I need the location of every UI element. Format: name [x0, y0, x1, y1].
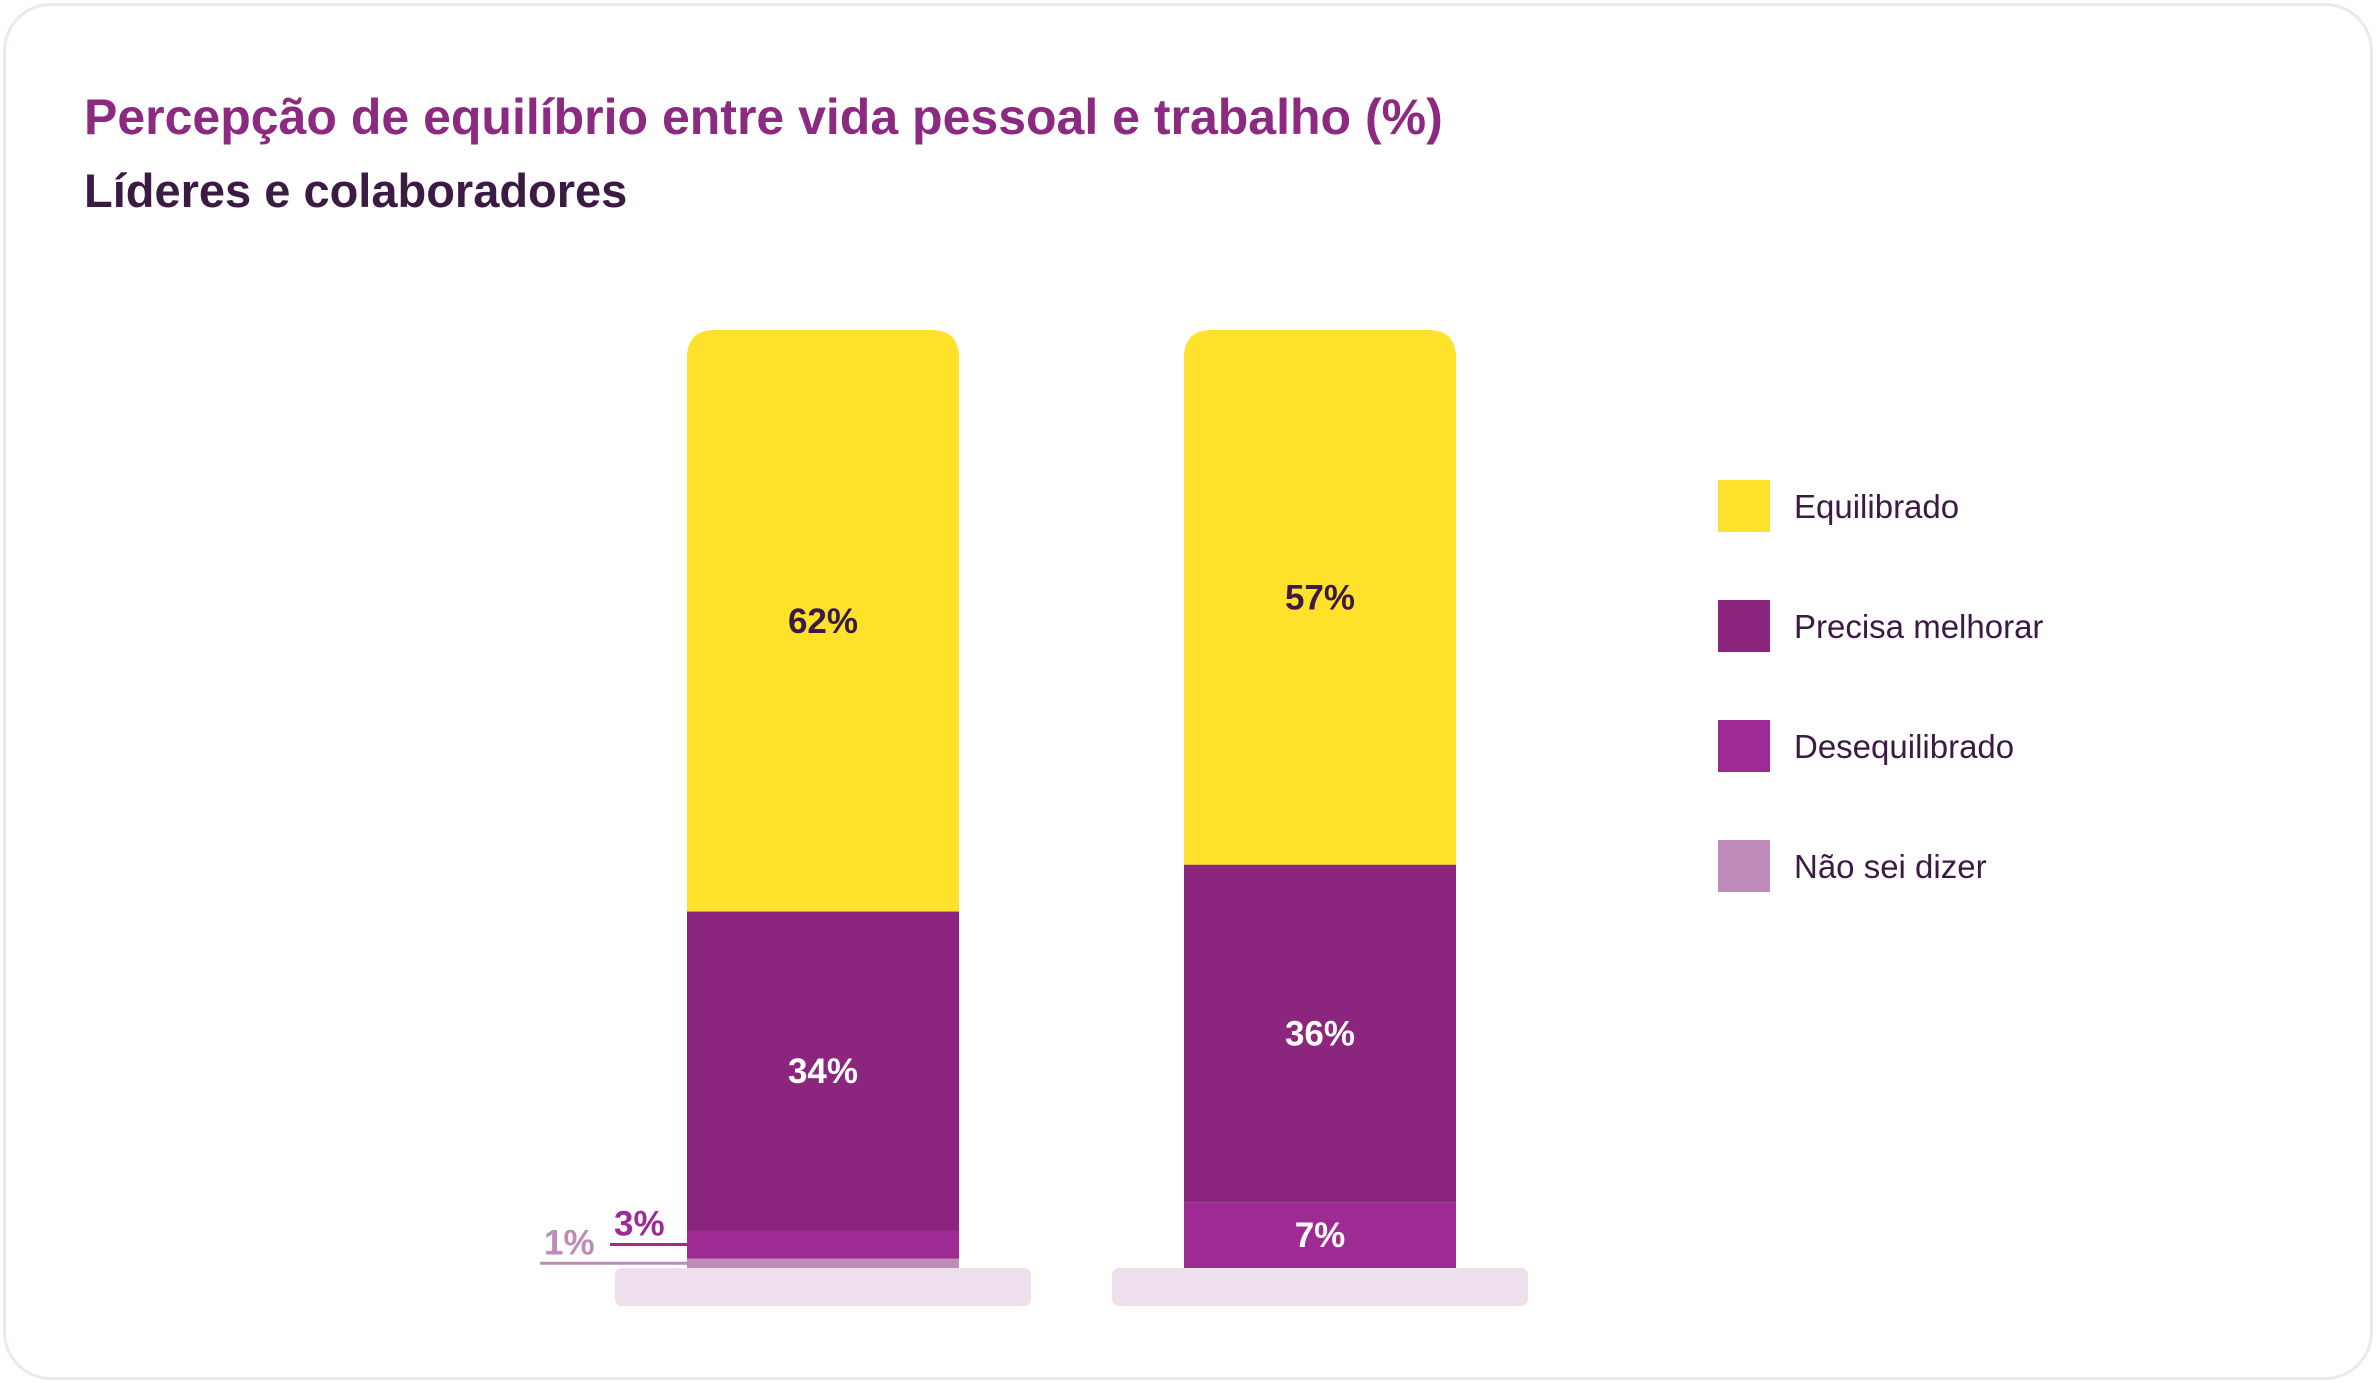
data-label-desequilibrado-1: 3%	[614, 1205, 665, 1244]
legend-label: Desequilibrado	[1794, 728, 2015, 765]
legend-item-nao-sei-dizer: Não sei dizer	[1718, 840, 2138, 892]
legend-item-precisa-melhorar: Precisa melhorar	[1718, 600, 2138, 652]
data-label-precisa-melhorar-1: 34%	[788, 1052, 858, 1091]
bar-segment-precisa-melhorar-2	[1184, 864, 1456, 1203]
bar-segment-precisa-melhorar-1	[687, 911, 959, 1231]
data-label-equilibrado-1: 62%	[788, 602, 858, 641]
data-label-precisa-melhorar-2: 36%	[1285, 1015, 1355, 1054]
bar-segment-equilibrado-2	[1184, 330, 1456, 865]
legend-item-desequilibrado: Desequilibrado	[1718, 720, 2138, 772]
legend-swatch-nao-sei-dizer	[1718, 840, 1770, 892]
legend-swatch-equilibrado	[1718, 480, 1770, 532]
data-label-equilibrado-2: 57%	[1285, 578, 1355, 617]
bar-base-2	[1112, 1268, 1528, 1306]
legend-label: Não sei dizer	[1794, 848, 1987, 885]
bar-segment-desequilibrado-2	[1184, 1202, 1456, 1268]
bar-base-1	[615, 1268, 1031, 1306]
legend-swatch-precisa-melhorar	[1718, 600, 1770, 652]
legend-swatch-desequilibrado	[1718, 720, 1770, 772]
bar-segment-nao-sei-dizer-1	[687, 1258, 959, 1268]
legend-item-equilibrado: Equilibrado	[1718, 480, 2138, 532]
legend-label: Precisa melhorar	[1794, 608, 2044, 645]
bar-segment-desequilibrado-1	[687, 1230, 959, 1259]
chart-title: Percepção de equilíbrio entre vida pesso…	[84, 89, 1443, 145]
data-label-desequilibrado-2: 7%	[1295, 1216, 1346, 1255]
data-label-nao-sei-dizer-1: 1%	[544, 1223, 595, 1262]
legend-label: Equilibrado	[1794, 488, 1960, 525]
chart-subtitle: Líderes e colaboradores	[84, 164, 628, 217]
bar-segment-equilibrado-1	[687, 330, 959, 912]
